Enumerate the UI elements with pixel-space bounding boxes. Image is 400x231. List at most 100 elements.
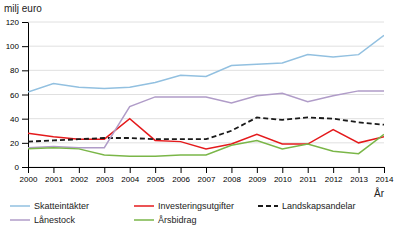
series-line <box>28 91 384 148</box>
plot-area: 2000 2001 2002 2003 2004 2005 2006 2007 2008 2009… <box>6 18 394 184</box>
x-tick-label: 2013 <box>350 175 368 184</box>
legend-item: Investeringsutgifter <box>134 201 234 211</box>
x-tick: 2005 <box>147 167 165 184</box>
y-tick: 100 <box>6 42 28 51</box>
legend-label: Lånestock <box>34 215 76 225</box>
x-tick-label: 2009 <box>248 175 266 184</box>
x-tick-mark <box>130 167 131 173</box>
y-tick-mark <box>22 46 28 47</box>
x-tick: 2006 <box>172 167 190 184</box>
grid-line <box>28 70 384 71</box>
chart: 2000 2001 2002 2003 2004 2005 2006 2007 2008 2009… <box>0 0 400 231</box>
y-tick-mark <box>22 95 28 96</box>
x-tick-label: 2007 <box>198 175 216 184</box>
y-tick-label: 120 <box>6 18 20 27</box>
x-tick-mark <box>181 167 182 173</box>
x-tick-label: 2010 <box>274 175 292 184</box>
y-tick-label: 100 <box>6 42 20 51</box>
lines <box>28 35 384 156</box>
x-tick: 2011 <box>300 167 318 184</box>
x-tick-mark <box>53 167 54 173</box>
legend-item: Lånestock <box>10 215 76 225</box>
y-tick-label: 40 <box>10 115 19 124</box>
x-axis: 2000 2001 2002 2003 2004 2005 2006 2007 2008 2009… <box>20 167 394 184</box>
x-tick: 2001 <box>45 167 63 184</box>
x-tick-mark <box>333 167 334 173</box>
y-tick: 120 <box>6 18 28 27</box>
x-tick-mark <box>359 167 360 173</box>
y-tick-mark <box>22 70 28 71</box>
legend-item: Skatteintäkter <box>10 201 89 211</box>
x-tick-label: 2011 <box>300 175 318 184</box>
y-tick-label: 0 <box>15 163 20 172</box>
x-tick: 2012 <box>325 167 343 184</box>
x-tick-label: 2000 <box>20 175 38 184</box>
grid-line <box>28 94 384 95</box>
x-tick: 2013 <box>350 167 368 184</box>
x-tick: 2009 <box>248 167 266 184</box>
x-tick-label: 2001 <box>45 175 63 184</box>
grid-line <box>28 142 384 143</box>
x-tick: 2000 <box>20 167 38 184</box>
x-tick-mark <box>231 167 232 173</box>
x-tick-mark <box>257 167 258 173</box>
x-tick-label: 2014 <box>376 175 394 184</box>
legend-label: Skatteintäkter <box>34 201 89 211</box>
x-tick: 2003 <box>96 167 114 184</box>
legend-item: Landskapsandelar <box>258 201 356 211</box>
y-axis-title: milj euro <box>4 3 42 14</box>
y-axis: 0 20 40 60 80 100 120 <box>6 18 29 172</box>
legend-key <box>134 219 154 221</box>
legend-key <box>10 205 30 207</box>
x-tick-mark <box>79 167 80 173</box>
y-axis-line <box>28 23 29 168</box>
x-tick-label: 2004 <box>121 175 139 184</box>
grid-line <box>28 22 384 23</box>
legend-label: Investeringsutgifter <box>158 201 234 211</box>
x-tick-label: 2012 <box>325 175 343 184</box>
series-line <box>28 35 384 92</box>
x-tick-label: 2006 <box>172 175 190 184</box>
y-tick: 60 <box>10 91 28 100</box>
x-tick-label: 2002 <box>70 175 88 184</box>
legend-key <box>258 205 278 207</box>
x-tick-label: 2005 <box>147 175 165 184</box>
legend-label: Årsbidrag <box>158 215 197 225</box>
x-tick: 2002 <box>70 167 88 184</box>
grid-line <box>28 46 384 47</box>
x-tick-mark <box>308 167 309 173</box>
x-tick: 2008 <box>223 167 241 184</box>
y-tick-mark <box>22 119 28 120</box>
grid <box>28 22 384 167</box>
x-tick: 2004 <box>121 167 139 184</box>
y-tick: 0 <box>15 163 28 172</box>
series-line <box>28 119 384 149</box>
series-line <box>28 117 384 141</box>
y-tick-label: 80 <box>10 66 19 75</box>
y-tick: 40 <box>10 115 28 124</box>
x-tick-mark <box>206 167 207 173</box>
y-tick-mark <box>22 22 28 23</box>
y-tick: 20 <box>10 139 28 148</box>
x-tick: 2007 <box>198 167 216 184</box>
legend-key <box>134 205 154 207</box>
x-tick-label: 2008 <box>223 175 241 184</box>
x-tick-mark <box>28 167 29 173</box>
y-tick-mark <box>22 167 28 168</box>
x-tick-mark <box>155 167 156 173</box>
y-tick-label: 20 <box>10 139 19 148</box>
x-tick: 2010 <box>274 167 292 184</box>
x-tick: 2014 <box>376 167 394 184</box>
y-tick-label: 60 <box>10 91 19 100</box>
legend-label: Landskapsandelar <box>282 201 356 211</box>
x-axis-title: År <box>374 187 385 199</box>
legend: Skatteintäkter Investeringsutgifter Landsk… <box>10 201 356 225</box>
x-tick-mark <box>282 167 283 173</box>
y-tick: 80 <box>10 66 28 75</box>
legend-key <box>10 219 30 221</box>
y-tick-mark <box>22 143 28 144</box>
x-tick-label: 2003 <box>96 175 114 184</box>
legend-item: Årsbidrag <box>134 215 197 225</box>
x-tick-mark <box>104 167 105 173</box>
series-line <box>28 134 384 156</box>
